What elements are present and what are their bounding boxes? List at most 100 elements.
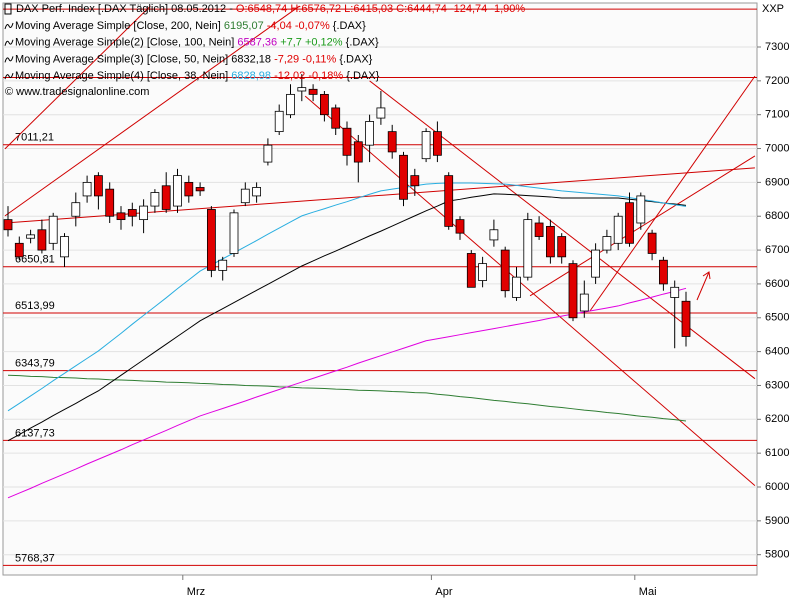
candle-body	[229, 212, 239, 254]
trendline	[369, 80, 756, 380]
candle-body	[297, 87, 307, 92]
candle-body	[240, 188, 250, 204]
trendline	[4, 5, 151, 150]
candle-body	[3, 219, 13, 231]
candle-body	[331, 107, 341, 129]
candle-body	[568, 263, 578, 319]
levels: 7011,21 6650,81 6513,99 6343,79 6137,73 5768,…	[3, 8, 757, 566]
trendline	[4, 5, 300, 217]
y-tick-label: 6400	[765, 346, 789, 358]
y-tick-label: 6500	[765, 312, 789, 324]
candle-body	[218, 259, 228, 271]
candle-body	[489, 229, 499, 241]
candle-body	[670, 286, 680, 298]
level-label: 6513,99	[15, 300, 55, 312]
level-label: 7011,21	[15, 132, 54, 144]
y-tick-label: 6200	[765, 413, 789, 425]
candle-body	[444, 175, 454, 227]
candle-body	[82, 181, 92, 197]
y-tick-label: 6600	[765, 278, 789, 290]
candle-body	[37, 229, 47, 251]
legend-value: 6828,98	[231, 70, 271, 82]
candle-body	[613, 215, 623, 244]
y-tick-label: 6100	[765, 447, 789, 459]
axes: 5800 5900 6000 6100 6200 6300 6400 6500 6600 6700…	[182, 41, 789, 598]
candle-body	[478, 263, 488, 281]
y-tick-label: 6800	[765, 210, 789, 222]
legend-name: Moving Average Simple(3) [Close, 50, Nei…	[15, 53, 228, 65]
candle-body	[71, 202, 81, 217]
candle-body	[14, 242, 24, 258]
candle-body	[659, 259, 668, 285]
y-tick-label: 6700	[765, 244, 789, 256]
candle-body	[432, 131, 442, 156]
level-label: 5768,37	[15, 552, 55, 564]
legend-entry: Moving Average Simple(4) [Close, 38, Nei…	[15, 70, 380, 82]
candles	[3, 74, 691, 349]
legend-entry: Moving Average Simple(2) [Close, 100, Ne…	[15, 37, 379, 49]
y-tick-label: 5800	[765, 549, 789, 561]
legend-icon	[4, 22, 14, 30]
copyright: © www.tradesignalonline.com	[5, 86, 149, 98]
candle-body	[252, 187, 262, 197]
legend-change: -4,04 -0,07%	[267, 20, 330, 32]
candle-body	[48, 215, 58, 244]
candle-body	[105, 188, 115, 217]
candle-body	[376, 107, 386, 119]
candle-body	[579, 293, 589, 312]
candle-body	[286, 93, 295, 116]
legend-name: Moving Average Simple(2) [Close, 100, Ne…	[15, 37, 234, 49]
candle-body	[319, 93, 329, 116]
candle-body	[26, 234, 36, 239]
legend-change: +7,7 +0,12%	[280, 37, 343, 49]
candle-body	[500, 249, 510, 292]
y-tick-label: 6900	[765, 176, 789, 188]
candle-body	[546, 225, 555, 258]
title: DAX Perf. Index [.DAX Täglich] 08.05.201…	[16, 3, 233, 15]
legend-value: 6195,07	[224, 20, 264, 32]
legend-change: -7,29 -0,11%	[274, 53, 336, 65]
trendline	[529, 155, 756, 297]
moving-average-line	[7, 182, 687, 412]
candle-body	[274, 110, 284, 133]
moving-average-line	[7, 374, 687, 422]
candle-body	[139, 205, 149, 221]
y-tick-label: 6000	[765, 481, 789, 493]
candle-body	[399, 154, 408, 200]
candle-body	[647, 232, 657, 254]
legend-tail: {.DAX}	[346, 37, 379, 49]
candle-body	[681, 300, 691, 337]
candle-body	[365, 121, 375, 146]
quote: O:6548,74 H:6576,72 L:6415,03 C:6444,74 …	[236, 3, 525, 15]
legend-entry: Moving Average Simple(3) [Close, 50, Nei…	[15, 53, 373, 65]
candle-body	[263, 144, 273, 163]
candle-body	[602, 236, 612, 251]
candle-body	[421, 131, 431, 160]
candle-body	[127, 209, 137, 217]
candle-body	[184, 181, 194, 197]
y-tick-label: 7300	[765, 41, 789, 53]
candle-body	[60, 236, 69, 258]
candle-body	[625, 202, 634, 244]
candle-body	[161, 185, 171, 210]
x-tick-label: Mai	[639, 586, 657, 598]
candle-body	[342, 127, 352, 156]
legend-entry: Moving Average Simple [Close, 200, Nein]…	[15, 20, 366, 32]
candle-body	[523, 219, 533, 278]
legend-icon	[4, 56, 14, 63]
trendline	[589, 75, 756, 312]
candle-body	[206, 209, 216, 271]
candle-body	[534, 222, 544, 237]
y-tick-label: 7100	[765, 109, 789, 121]
y-tick-label: 7000	[765, 142, 789, 154]
y-axis-label: XXP	[762, 3, 784, 15]
candle-body	[557, 236, 567, 258]
candle-body	[353, 141, 363, 163]
candle-body	[387, 131, 397, 153]
y-tick-label: 5900	[765, 515, 789, 527]
symbol-icon	[4, 3, 12, 15]
y-tick-label: 6300	[765, 379, 789, 391]
moving-averages	[7, 182, 687, 499]
